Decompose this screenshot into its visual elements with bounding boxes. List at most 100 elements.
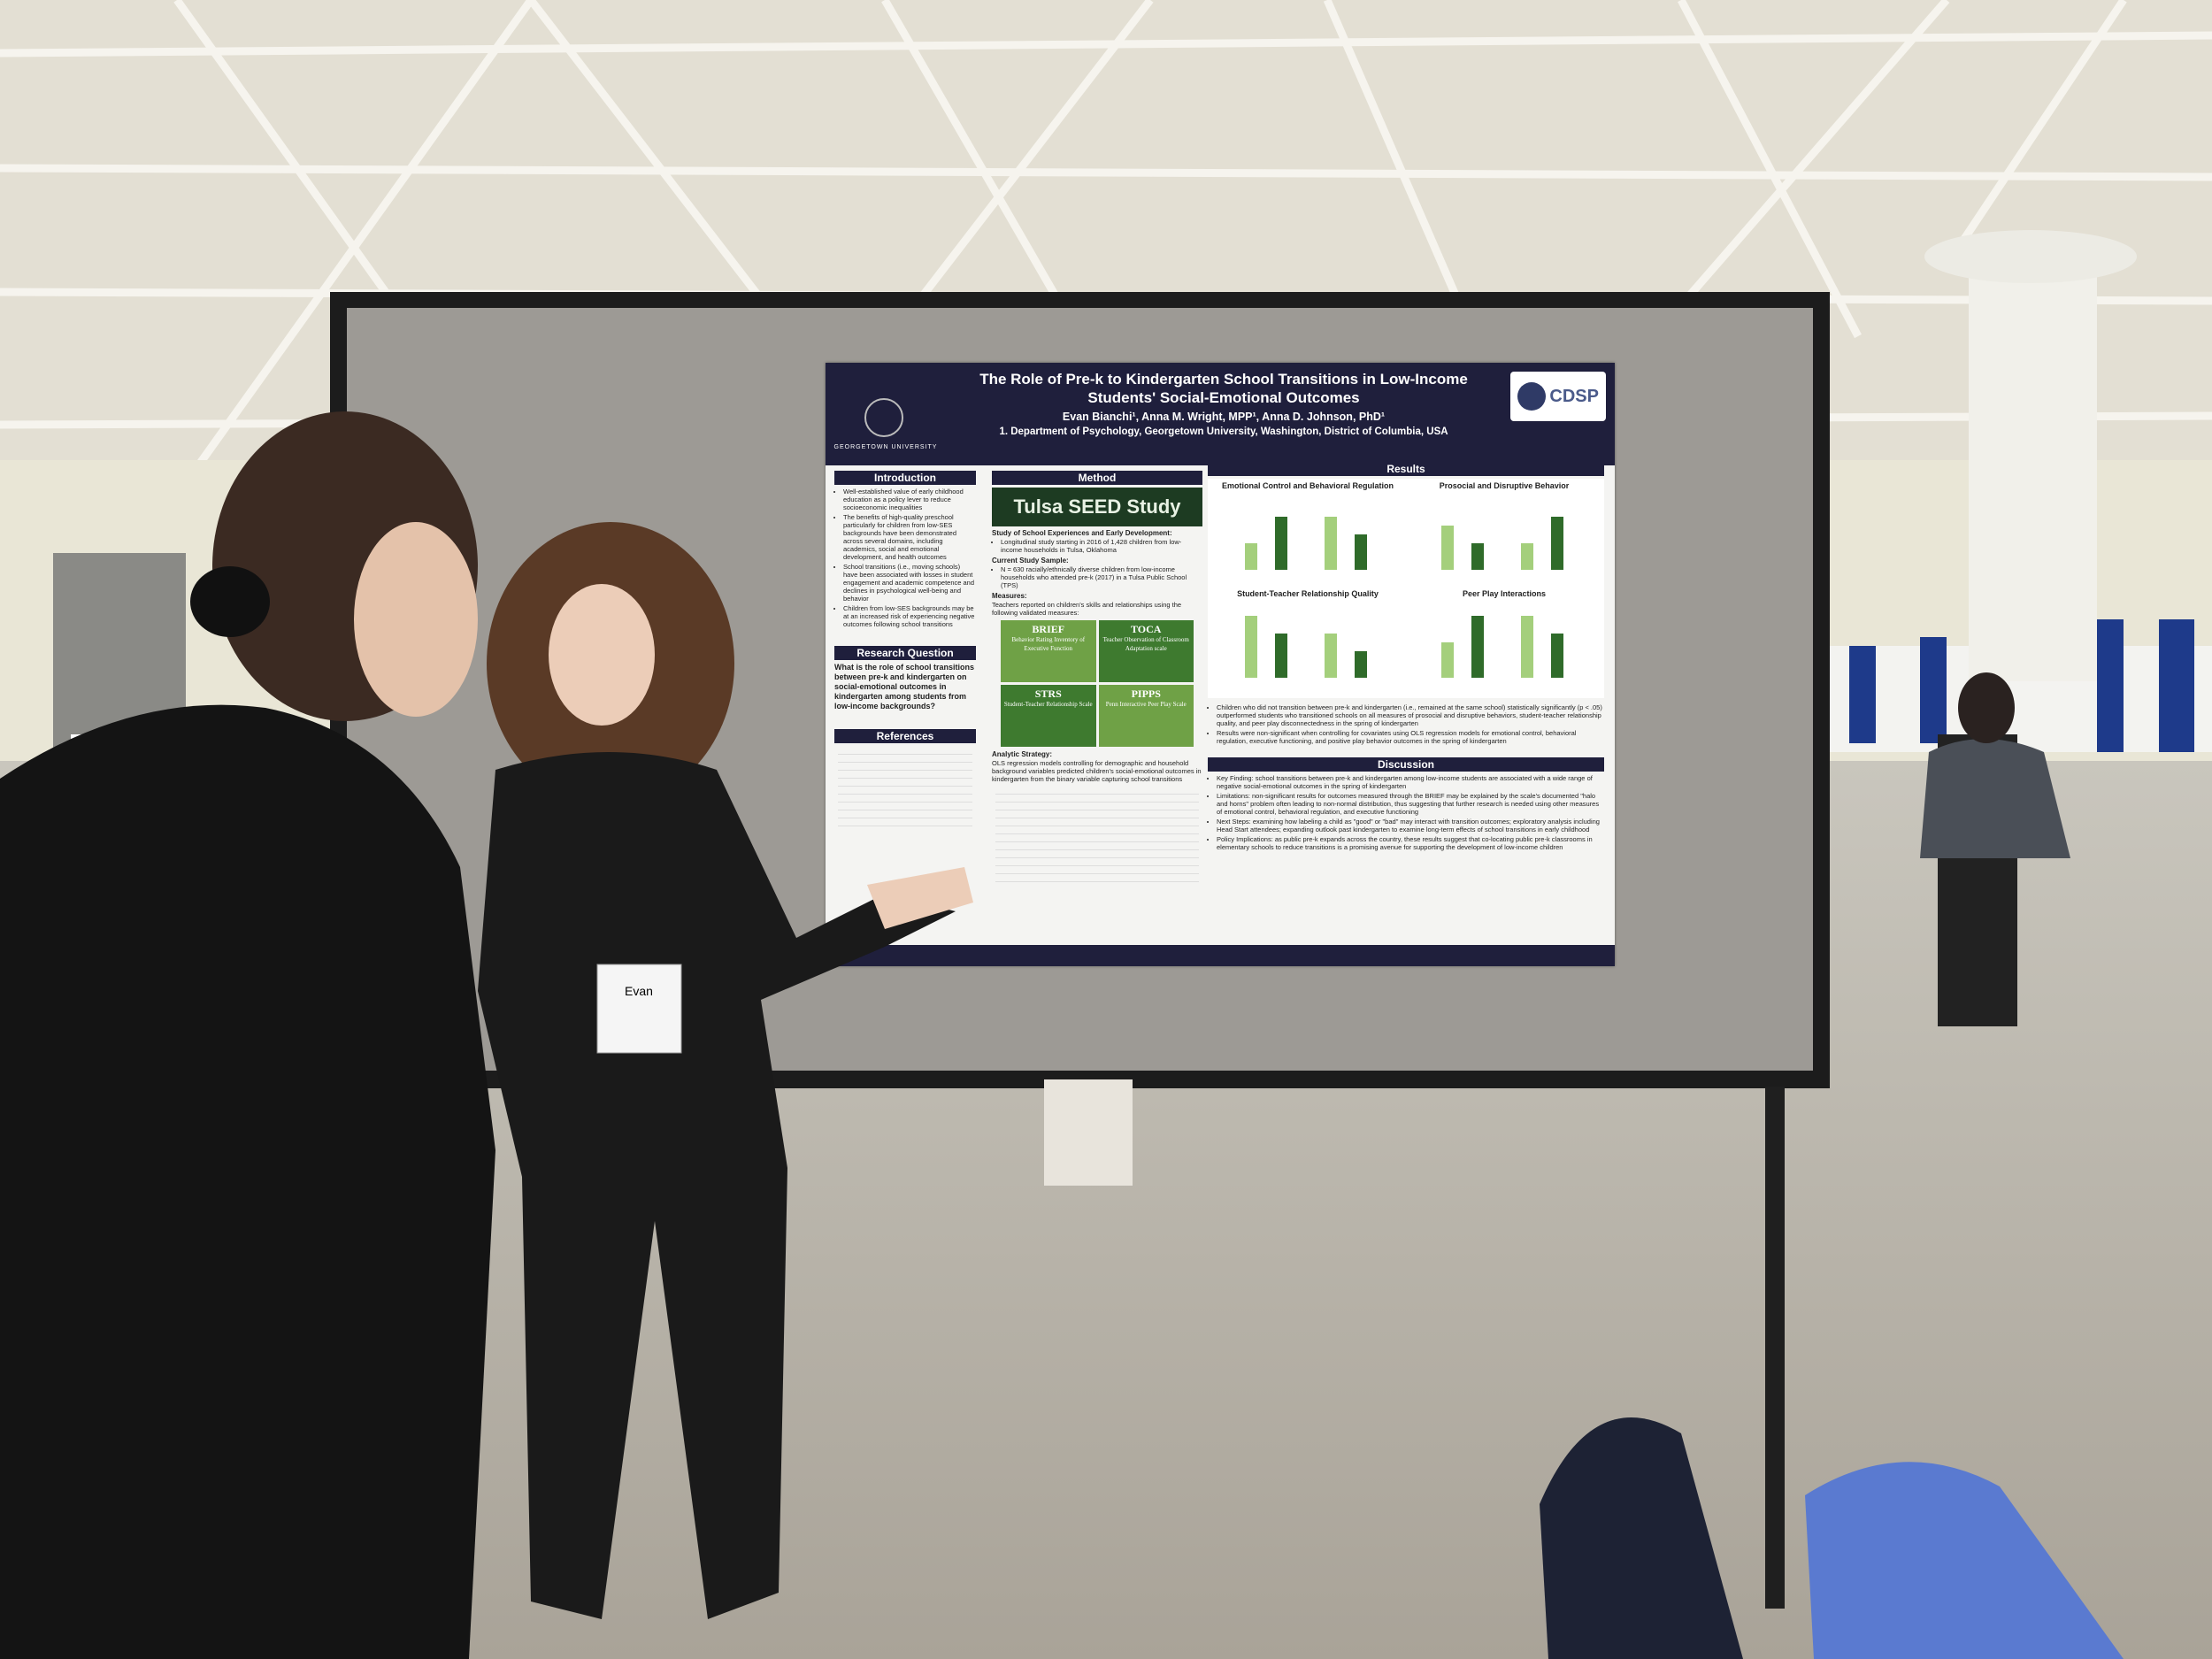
poster-header: GEORGETOWN UNIVERSITY The Role of Pre-k … — [826, 363, 1615, 465]
measure-name: STRS — [1034, 687, 1062, 700]
measure-name: BRIEF — [1032, 623, 1065, 635]
bullet: N = 630 racially/ethnically diverse chil… — [1001, 565, 1202, 589]
section-heading: Introduction — [834, 471, 976, 485]
bullet: Results were non-significant when contro… — [1217, 729, 1604, 745]
thumbnail-bar — [1275, 517, 1287, 570]
measure-box: STRS Student-Teacher Relationship Scale — [1001, 685, 1096, 747]
results-column: Results Emotional Control and Behavioral… — [1208, 460, 1604, 853]
chart-thumbnail — [1245, 616, 1367, 678]
thumbnail-bar — [1521, 616, 1533, 678]
thumbnail-bar — [1471, 616, 1484, 678]
subheading: Analytic Strategy: — [992, 750, 1053, 758]
section-heading: Research Question — [834, 646, 976, 660]
section-heading: Method — [992, 471, 1202, 485]
backpack — [1540, 1417, 1743, 1659]
bullet: Next Steps: examining how labeling a chi… — [1217, 818, 1604, 833]
bullet: Policy Implications: as public pre-k exp… — [1217, 835, 1604, 851]
chart-thumbnail — [1441, 517, 1563, 570]
chart-title: Student-Teacher Relationship Quality — [1237, 589, 1379, 598]
subheading: Study of School Experiences and Early De… — [992, 529, 1172, 537]
chart-thumbnail — [1441, 616, 1563, 678]
measure-desc: Behavior Rating Inventory of Executive F… — [1011, 636, 1086, 652]
intro-list: Well-established value of early childhoo… — [834, 488, 976, 628]
bullet: Longitudinal study starting in 2016 of 1… — [1001, 538, 1202, 554]
walking-person-jacket — [1920, 739, 2070, 858]
poster: GEORGETOWN UNIVERSITY The Role of Pre-k … — [826, 363, 1615, 966]
research-question: What is the role of school transitions b… — [834, 663, 975, 710]
subheading: Current Study Sample: — [992, 557, 1069, 565]
cdsp-logo: CDSP — [1510, 372, 1606, 421]
blue-curtains — [1849, 619, 2194, 752]
poster-affiliation: 1. Department of Psychology, Georgetown … — [999, 426, 1448, 437]
left-column: Introduction Well-established value of e… — [834, 469, 976, 830]
measure-desc: Teacher Observation of Classroom Adaptat… — [1102, 636, 1189, 652]
thumbnail-bar — [1245, 543, 1257, 570]
thumbnail-bar — [1275, 634, 1287, 678]
pillar-cap — [1924, 230, 2137, 283]
thumbnail-bar — [1441, 642, 1454, 678]
descriptive-table — [995, 787, 1199, 884]
results-charts: Emotional Control and Behavioral Regulat… — [1208, 479, 1604, 698]
bullet: Limitations: non-significant results for… — [1217, 792, 1604, 816]
university-name: GEORGETOWN UNIVERSITY — [833, 444, 938, 450]
measure-name: TOCA — [1131, 623, 1162, 635]
subheading: Measures: — [992, 592, 1027, 600]
thumbnail-bar — [1551, 517, 1563, 570]
pillar — [1969, 265, 2097, 681]
thumbnail-bar — [1245, 616, 1257, 678]
study-banner: Tulsa SEED Study — [992, 488, 1202, 526]
thumbnail-bar — [1441, 526, 1454, 570]
thumbnail-bar — [1471, 543, 1484, 570]
thumbnail-bar — [1521, 543, 1533, 570]
chart-title: Emotional Control and Behavioral Regulat… — [1221, 481, 1394, 490]
side-board — [53, 553, 186, 836]
walking-person-head — [1958, 672, 2015, 743]
chart-thumbnail — [1245, 517, 1367, 570]
thumbnail-bar — [1325, 517, 1337, 570]
measure-desc: Penn Interactive Peer Play Scale — [1105, 701, 1187, 708]
poster-authors: Evan Bianchi¹, Anna M. Wright, MPP¹, Ann… — [1062, 411, 1386, 423]
booth-number: 168 — [76, 742, 97, 757]
bullet: Children who did not transition between … — [1217, 703, 1604, 727]
university-seal — [864, 398, 903, 437]
results-list: Children who did not transition between … — [1208, 703, 1604, 745]
measure-name: PIPPS — [1131, 687, 1161, 700]
strategy-text: OLS regression models controlling for de… — [992, 759, 1202, 783]
bullet: Children from low-SES backgrounds may be… — [843, 604, 976, 628]
discussion-list: Key Finding: school transitions between … — [1208, 774, 1604, 851]
section-heading: References — [834, 729, 976, 743]
section-heading: Results — [1208, 462, 1604, 476]
reference-list — [838, 747, 972, 826]
bullet: The benefits of high-quality preschool p… — [843, 513, 976, 561]
thumbnail-bar — [1355, 651, 1367, 678]
bullet: Well-established value of early childhoo… — [843, 488, 976, 511]
measure-box: TOCA Teacher Observation of Classroom Ada… — [1098, 620, 1194, 682]
thumbnail-bar — [1551, 634, 1563, 678]
section-heading: Discussion — [1208, 757, 1604, 772]
thumbnail-bar — [1355, 534, 1367, 570]
background-person-legs — [1044, 1079, 1133, 1186]
measure-desc: Student-Teacher Relationship Scale — [1003, 701, 1093, 708]
result-chart: Peer Play Interactions — [1408, 590, 1601, 695]
method-list: Longitudinal study starting in 2016 of 1… — [992, 538, 1202, 554]
method-column: Method Tulsa SEED Study Study of School … — [992, 469, 1202, 887]
measure-box: BRIEF Behavior Rating Inventory of Execut… — [1001, 620, 1096, 682]
board-leg — [1765, 1087, 1785, 1609]
poster-title: The Role of Pre-k to Kindergarten School… — [979, 371, 1468, 406]
result-chart: Prosocial and Disruptive Behavior — [1408, 482, 1601, 587]
sample-list: N = 630 racially/ethnically diverse chil… — [992, 565, 1202, 589]
measures-grid: BRIEF Behavior Rating Inventory of Execut… — [1001, 620, 1194, 747]
measure-box: PIPPS Penn Interactive Peer Play Scale — [1098, 685, 1194, 747]
thumbnail-bar — [1325, 634, 1337, 678]
bullet: Key Finding: school transitions between … — [1217, 774, 1604, 790]
result-chart: Student-Teacher Relationship Quality — [1211, 590, 1404, 695]
measures-text: Teachers reported on children's skills a… — [992, 601, 1182, 617]
puffer-jacket — [1805, 1462, 2124, 1659]
result-chart: Emotional Control and Behavioral Regulat… — [1211, 482, 1404, 587]
chart-title: Prosocial and Disruptive Behavior — [1439, 481, 1570, 490]
poster-footer — [826, 945, 1615, 966]
bullet: School transitions (i.e., moving schools… — [843, 563, 976, 603]
chart-title: Peer Play Interactions — [1462, 589, 1547, 598]
